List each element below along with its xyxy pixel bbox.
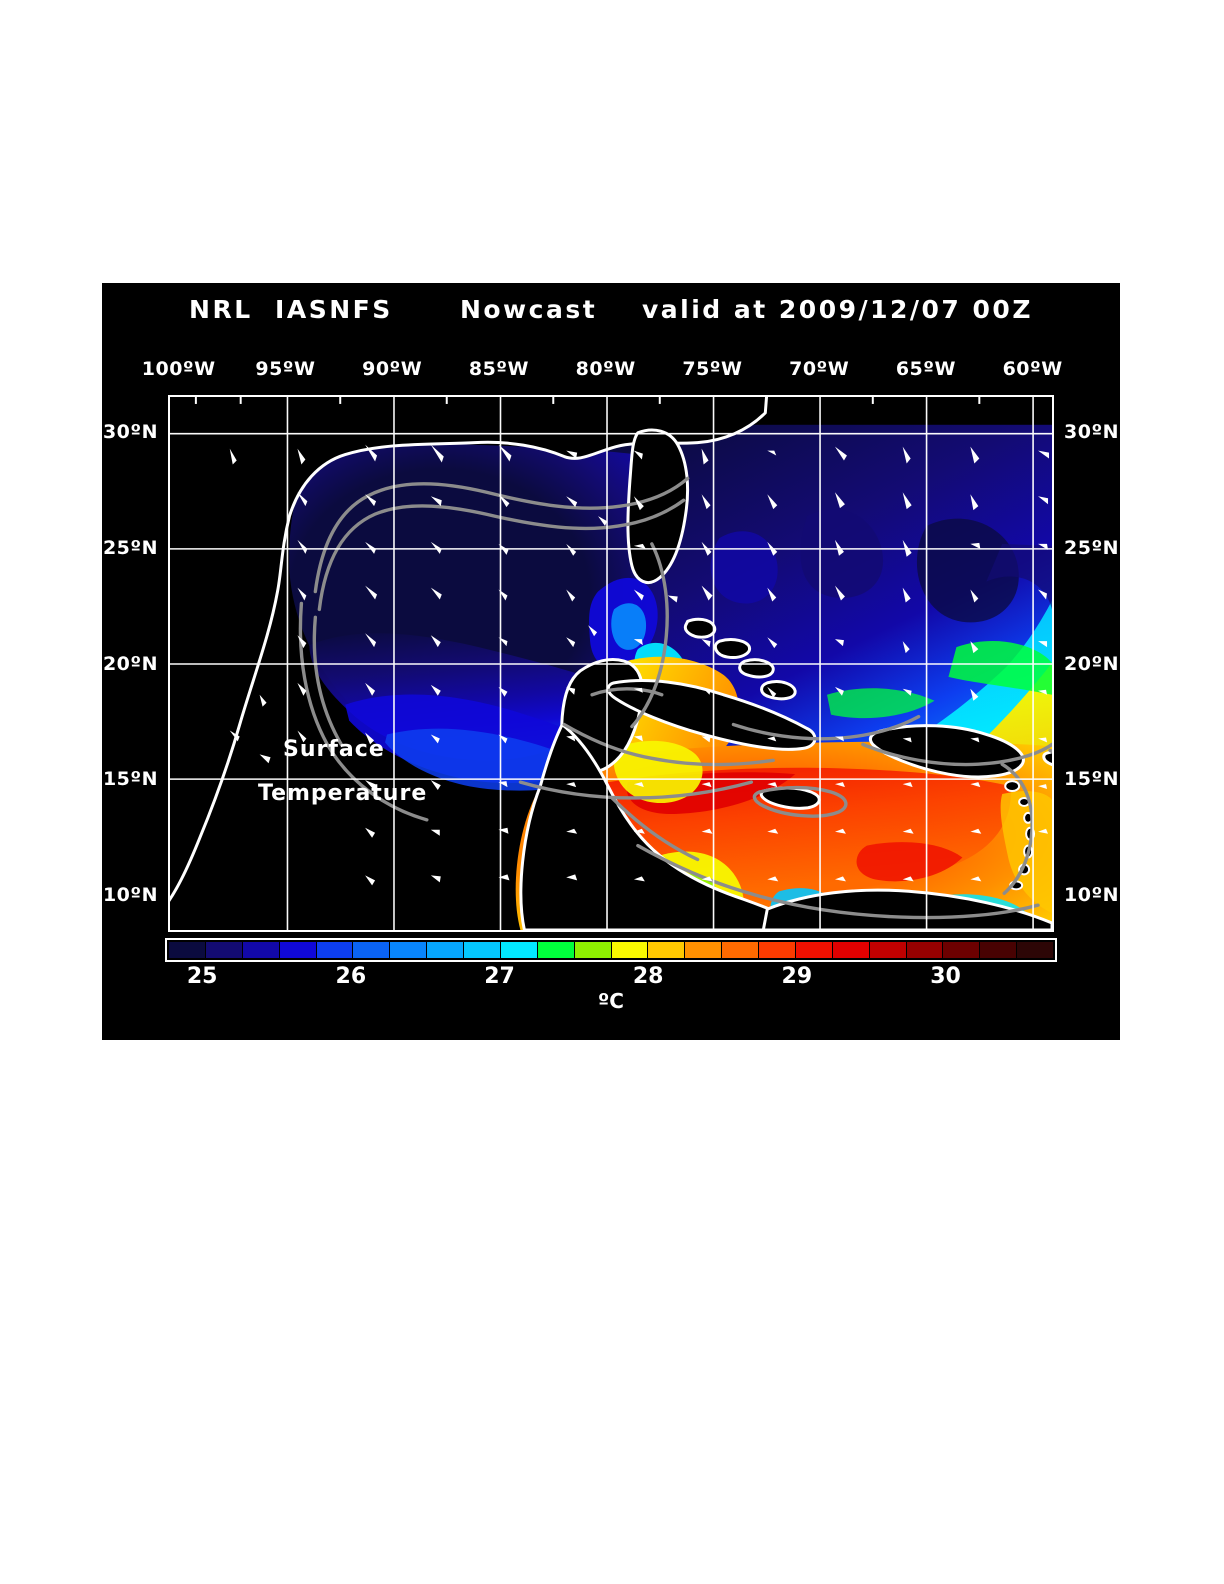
colorbar-segment-7 [427,942,463,958]
colorbar-segment-11 [574,942,611,958]
lon-tick-65w: 65ºW [895,358,956,380]
lat-tick-left-15n: 15ºN [102,768,158,791]
colorbar-tick-29: 29 [781,964,813,989]
colorbar-segment-6 [390,942,427,958]
lat-tick-right-15n: 15ºN [1064,768,1120,791]
colorbar-segment-19 [869,942,906,958]
lon-tick-85w: 85ºW [468,358,529,380]
lon-tick-70w: 70ºW [789,358,850,380]
lat-tick-left-20n: 20ºN [102,652,158,675]
lat-tick-right-30n: 30ºN [1064,421,1120,444]
colorbar-segment-23 [1017,942,1053,958]
colorbar-segment-14 [685,942,722,958]
lat-tick-left-30n: 30ºN [102,421,158,444]
colorbar-segment-2 [242,942,279,958]
longitude-axis: 100ºW 95ºW 90ºW 85ºW 80ºW 75ºW 70ºW 65ºW 60ºW [142,358,1062,384]
colorbar-segment-0 [169,942,205,958]
colorbar-segment-15 [722,942,758,958]
lon-tick-80w: 80ºW [575,358,636,380]
lon-tick-95w: 95ºW [255,358,316,380]
colorbar-segment-17 [795,942,832,958]
lat-tick-right-10n: 10ºN [1064,883,1120,906]
colorbar-tick-25: 25 [186,964,218,989]
colorbar[interactable] [165,938,1057,962]
map-plot-area[interactable]: Surface Temperature [168,395,1054,932]
colorbar-tick-27: 27 [484,964,515,989]
lon-tick-90w: 90ºW [362,358,423,380]
colorbar-segment-13 [648,942,685,958]
colorbar-segment-3 [279,942,316,958]
colorbar-units-label: ºC [598,989,624,1013]
colorbar-segment-21 [943,942,980,958]
colorbar-segment-8 [464,942,500,958]
lat-tick-right-25n: 25ºN [1064,536,1120,559]
lat-tick-left-25n: 25ºN [102,536,158,559]
colorbar-tick-28: 28 [632,964,664,989]
colorbar-tick-26: 26 [335,964,367,989]
lat-tick-left-10n: 10ºN [102,883,158,906]
lat-tick-right-20n: 20ºN [1064,652,1120,675]
colorbar-segment-4 [316,942,353,958]
figure-title: NRL IASNFS Nowcast valid at 2009/12/07 0… [189,295,1033,324]
colorbar-tick-30: 30 [930,964,961,989]
sst-heatmap [170,397,1052,930]
colorbar-segment-1 [205,942,242,958]
colorbar-segment-12 [611,942,648,958]
lon-tick-75w: 75ºW [682,358,743,380]
colorbar-segment-20 [906,942,943,958]
colorbar-segment-22 [980,942,1017,958]
colorbar-segment-16 [759,942,795,958]
colorbar-tick-labels: 25 26 27 28 29 30 [165,964,1057,990]
colorbar-segment-9 [500,942,537,958]
colorbar-segment-5 [353,942,390,958]
colorbar-segment-10 [537,942,574,958]
lon-tick-60w: 60ºW [1002,358,1063,380]
figure-panel: NRL IASNFS Nowcast valid at 2009/12/07 0… [102,283,1120,1040]
lon-tick-100w: 100ºW [141,358,216,380]
colorbar-segment-18 [832,942,869,958]
